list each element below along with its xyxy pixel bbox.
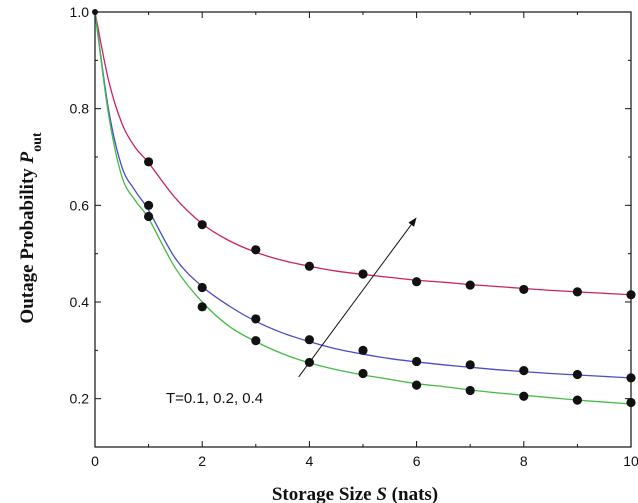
series-3-point xyxy=(358,368,368,379)
x-axis-label-prefix: Storage Size xyxy=(272,484,376,503)
series-3-curve xyxy=(94,11,632,405)
series-2-point xyxy=(197,282,207,293)
series-2-point xyxy=(144,200,154,210)
series-3-point xyxy=(144,211,154,222)
series-1-point xyxy=(144,157,154,167)
y-axis-label: Outage Probability Pout xyxy=(17,132,45,324)
series-2-point xyxy=(412,356,422,367)
series-1-point xyxy=(304,261,314,271)
series-2-curve xyxy=(94,11,632,379)
x-tick-label: 6 xyxy=(413,453,421,469)
series-3-point xyxy=(197,302,207,312)
series-1-point xyxy=(519,284,529,295)
y-axis-label-sub: out xyxy=(30,132,45,152)
x-axis-label: Storage Size S (nats) xyxy=(272,484,438,503)
series-3-point xyxy=(412,380,422,390)
x-tick-label: 0 xyxy=(91,453,99,469)
series-2-point xyxy=(358,345,368,355)
series-1-point xyxy=(251,245,261,255)
series-1-point xyxy=(465,280,475,290)
y-tick-label: 0.6 xyxy=(70,197,90,213)
y-axis-ticks: 0.2 0.4 0.6 0.8 1.0 xyxy=(70,4,631,407)
series-3-point xyxy=(251,336,261,346)
series-1-point xyxy=(412,277,422,287)
series-2-point xyxy=(251,314,261,324)
series-1-point xyxy=(197,220,207,230)
series-2-point xyxy=(465,360,475,370)
x-tick-label: 8 xyxy=(520,453,528,469)
series-points xyxy=(92,9,636,408)
plot-frame xyxy=(94,11,632,448)
y-tick-label: 0.4 xyxy=(70,294,90,310)
y-axis-label-var: P xyxy=(17,151,38,164)
series-1-point xyxy=(358,269,368,279)
x-tick-label: 10 xyxy=(623,453,638,469)
y-tick-label: 0.8 xyxy=(70,101,90,117)
series-3-point xyxy=(519,391,529,401)
x-axis-ticks: 0 2 4 6 8 10 xyxy=(91,12,638,469)
x-tick-label: 2 xyxy=(198,453,206,469)
x-tick-label: 4 xyxy=(306,453,314,469)
series-curves xyxy=(94,11,632,405)
series-1-point xyxy=(572,287,583,297)
annotation-text: T=0.1, 0.2, 0.4 xyxy=(166,390,263,407)
x-axis-label-suffix: (nats) xyxy=(387,484,438,503)
y-tick-label: 1.0 xyxy=(70,4,90,20)
annotation-group: T=0.1, 0.2, 0.4 xyxy=(166,217,417,407)
series-2-point xyxy=(572,369,583,380)
series-1-curve xyxy=(94,11,632,296)
y-axis-label-prefix: Outage Probability xyxy=(17,163,38,323)
series-3-point xyxy=(465,385,475,396)
series-3-point xyxy=(572,395,583,405)
annotation-arrowhead xyxy=(408,217,417,227)
annotation-arrow xyxy=(298,224,412,378)
series-2-point xyxy=(304,335,314,345)
series-2-point xyxy=(519,366,529,376)
x-axis-label-var: S xyxy=(376,484,387,503)
y-tick-label: 0.2 xyxy=(70,391,90,407)
